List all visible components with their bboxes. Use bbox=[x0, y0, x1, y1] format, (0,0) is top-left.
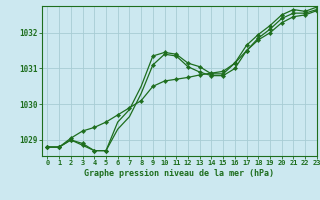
X-axis label: Graphe pression niveau de la mer (hPa): Graphe pression niveau de la mer (hPa) bbox=[84, 169, 274, 178]
